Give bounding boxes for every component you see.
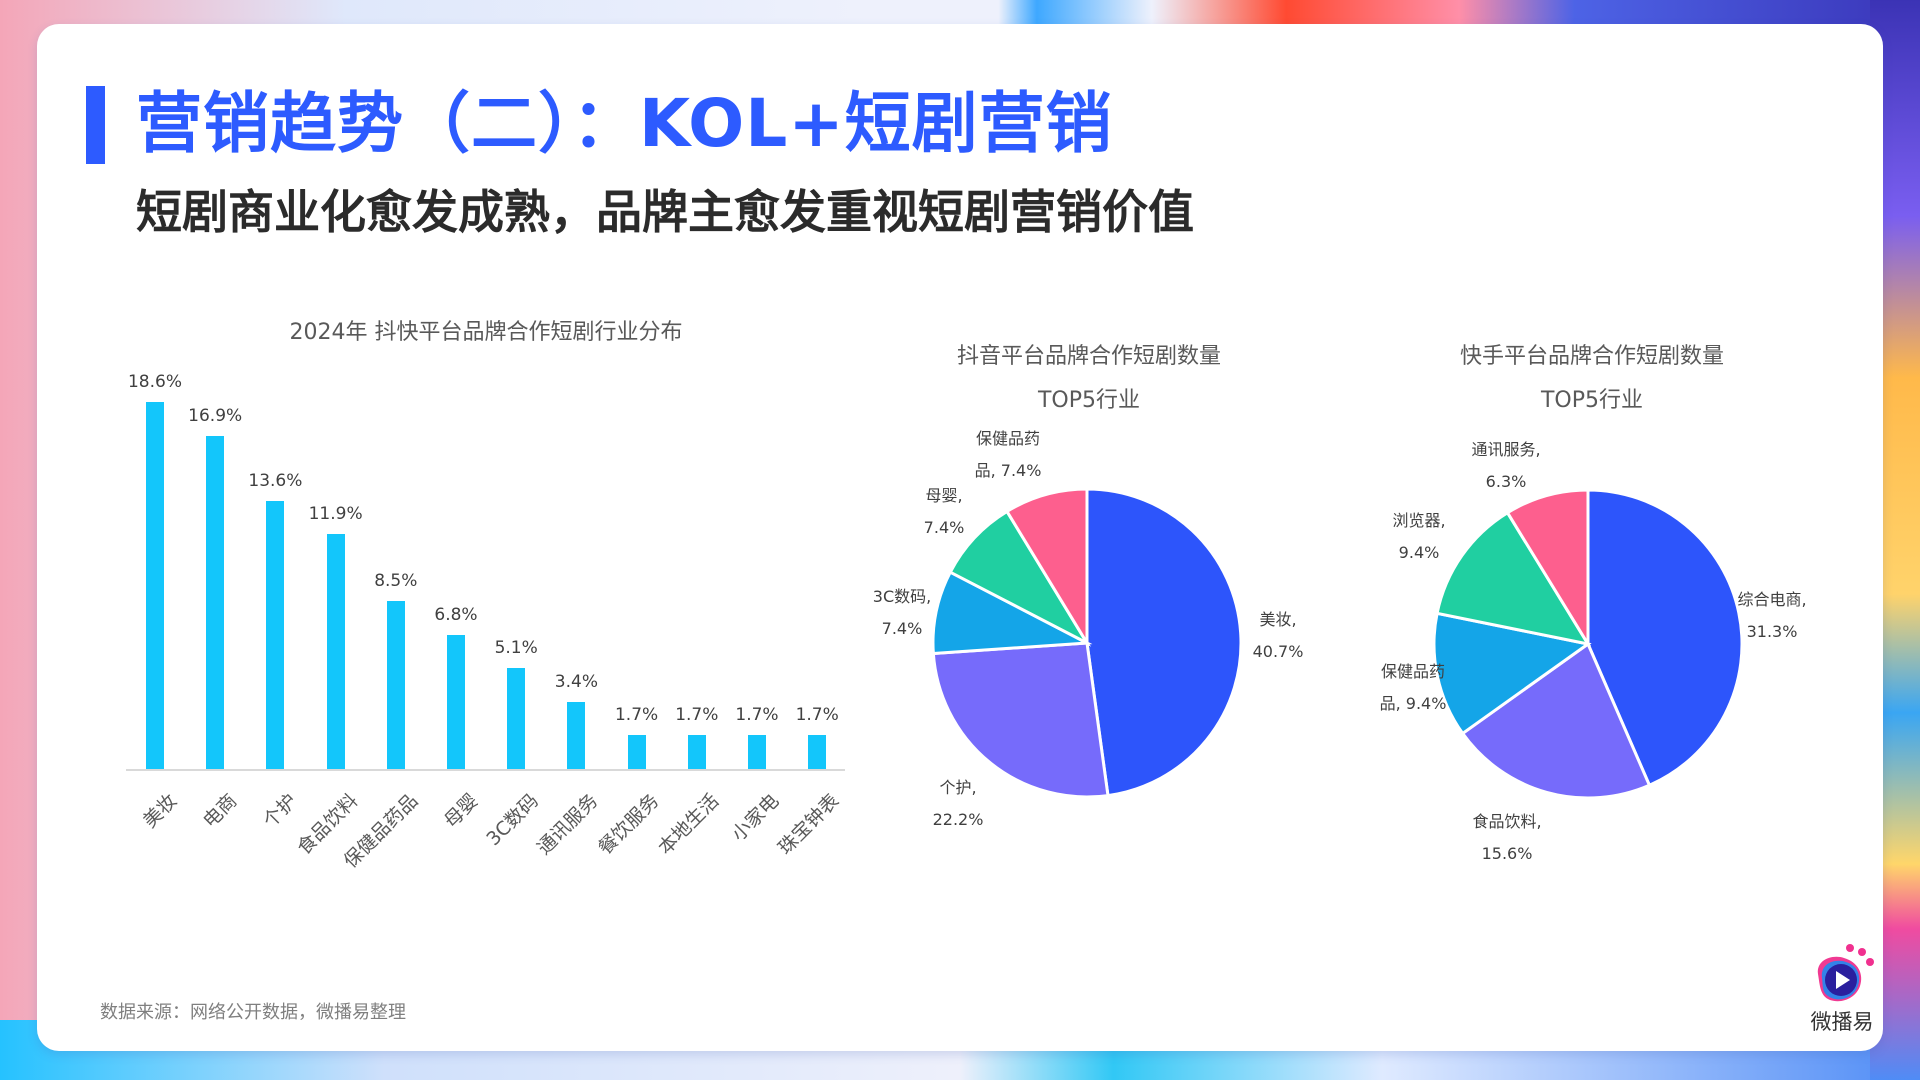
bar-value-label: 1.7% — [675, 705, 719, 726]
pie-slice — [931, 570, 1093, 656]
bar-value-label: 1.7% — [795, 705, 839, 726]
bar-value-label: 1.7% — [614, 705, 659, 726]
play-logo-icon — [1817, 944, 1874, 1002]
pie-label: 个护, 22.2% — [932, 778, 984, 829]
pie-label: 保健品药 品, 9.4% — [1379, 662, 1447, 713]
bar-value-label: 16.9% — [188, 405, 243, 426]
bar — [627, 735, 646, 769]
pie-slice — [1085, 487, 1243, 798]
pie-label: 美妆, 40.7% — [1252, 610, 1304, 661]
page-title: 营销趋势（二）：KOL+短剧营销 — [136, 85, 1113, 162]
bar-value-label: 18.6% — [127, 372, 183, 392]
x-axis-line — [126, 769, 845, 771]
pie-label: 浏览器, 9.4% — [1392, 511, 1446, 562]
kuaishou-pie-subtitle: TOP5行业 — [1540, 388, 1644, 413]
pie-slice — [1435, 510, 1592, 647]
bar-value-label: 5.1% — [494, 638, 538, 659]
pie-label: 综合电商, 31.3% — [1737, 590, 1807, 641]
bar — [206, 435, 225, 769]
brand-logo: 微播易 — [1806, 940, 1878, 1040]
pie-slice — [1432, 611, 1592, 736]
bar — [326, 534, 345, 769]
data-source-note: 数据来源：网络公开数据，微播易整理 — [100, 1002, 406, 1023]
page-subtitle: 短剧商业化愈发成熟，品牌主愈发重视短剧营销价值 — [136, 185, 1194, 239]
bar-value-label: 13.6% — [248, 470, 303, 491]
pie-slice — [1004, 487, 1089, 649]
pie-label: 母婴, 7.4% — [923, 486, 965, 537]
pie-slice — [931, 641, 1110, 799]
pie-label: 保健品药 品, 7.4% — [974, 429, 1042, 480]
bar — [567, 701, 586, 769]
bar-value-label: 3.4% — [554, 671, 598, 692]
bar-value-label: 8.5% — [374, 571, 418, 592]
pie-label: 食品饮料, 15.6% — [1472, 812, 1542, 863]
pie-slice — [1586, 488, 1744, 788]
bar — [146, 402, 164, 769]
bar-value-label: 11.9% — [308, 504, 363, 525]
pie-label: 3C数码, 7.4% — [872, 587, 932, 638]
pie-label: 通讯服务, 6.3% — [1471, 440, 1541, 491]
pie-slice — [948, 509, 1092, 647]
bar — [447, 634, 465, 769]
title-accent-bar — [86, 86, 105, 164]
kuaishou-pie — [1432, 488, 1744, 800]
bar — [386, 601, 405, 769]
douyin-pie-title: 抖音平台品牌合作短剧数量 — [956, 344, 1222, 369]
kuaishou-pie-title: 快手平台品牌合作短剧数量 — [1459, 344, 1725, 369]
pie-slice — [1460, 641, 1652, 800]
bar-value-label: 6.8% — [434, 604, 478, 625]
pie-slice — [1505, 488, 1590, 650]
bar — [266, 500, 285, 769]
douyin-pie — [931, 487, 1243, 799]
bar — [748, 735, 766, 769]
bar-chart-title: 2024年 抖快平台品牌合作短剧行业分布 — [289, 320, 683, 345]
douyin-pie-subtitle: TOP5行业 — [1037, 388, 1141, 413]
bar — [808, 735, 827, 769]
logo-text: 微播易 — [1810, 1010, 1874, 1034]
bar — [687, 735, 706, 769]
bar-value-label: 1.7% — [735, 705, 779, 726]
bar — [507, 668, 526, 769]
